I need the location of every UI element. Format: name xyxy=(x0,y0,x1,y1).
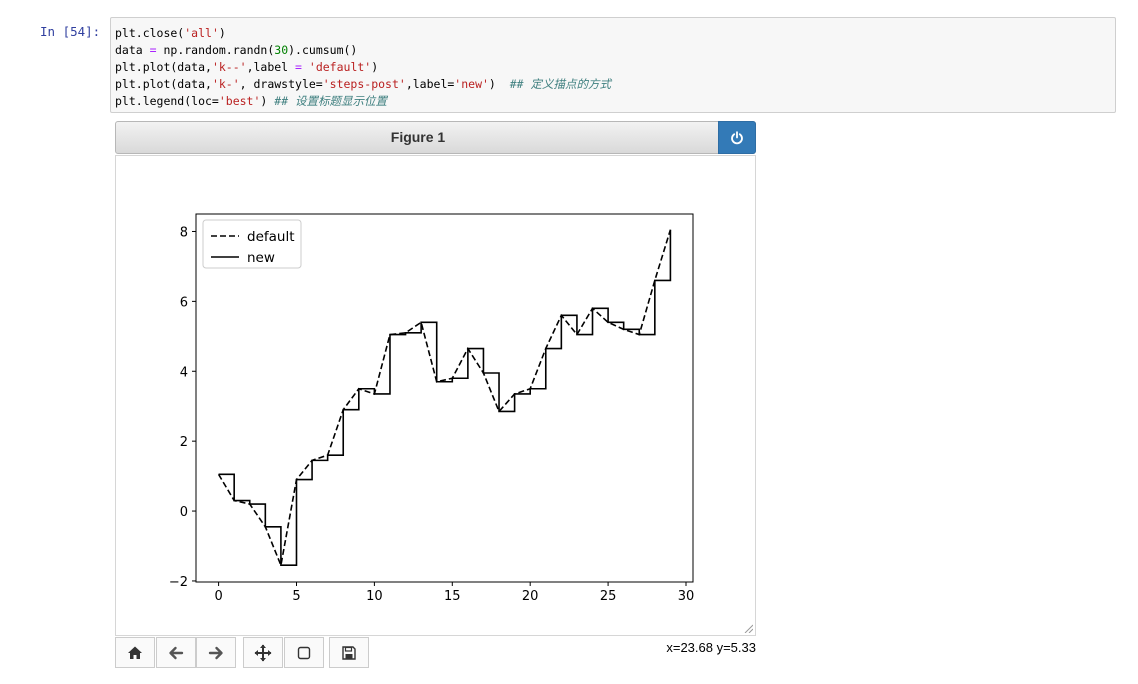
y-tick-label: 2 xyxy=(180,435,188,450)
code-token: 'steps-post' xyxy=(322,77,406,91)
code-token: ) xyxy=(371,60,379,74)
axes-frame xyxy=(195,213,694,583)
code-token: 30 xyxy=(274,43,289,57)
save-button[interactable] xyxy=(329,637,369,668)
x-tick-label: 10 xyxy=(366,589,383,604)
y-tick-label: 6 xyxy=(180,295,188,310)
arrow-left-icon xyxy=(169,646,184,659)
code-token: ,label xyxy=(246,60,296,74)
close-figure-button[interactable] xyxy=(718,121,756,154)
line-chart: 0 5 10 15 20 25 30 −2 0 2 4 6 8 default new xyxy=(169,213,695,604)
series-line-default xyxy=(217,229,672,569)
y-tick-label: 4 xyxy=(180,365,188,380)
code-token: plt.close( xyxy=(115,26,185,40)
forward-button[interactable] xyxy=(196,637,236,668)
code-line: plt.plot(data,'k-', drawstyle='steps-pos… xyxy=(115,77,611,91)
code-token: data xyxy=(115,43,150,57)
power-icon xyxy=(731,130,743,144)
legend-label-default: default xyxy=(247,229,295,245)
code-token: np.random.randn( xyxy=(156,43,275,57)
code-token: ## 定义描点的方式 xyxy=(509,77,611,91)
code-cell-input[interactable]: plt.close('all') data = np.random.randn(… xyxy=(110,17,1116,113)
code-token: ,label= xyxy=(405,77,455,91)
x-tick-label: 0 xyxy=(214,589,222,604)
code-token: 'all' xyxy=(184,26,219,40)
x-tick-label: 20 xyxy=(522,589,539,604)
move-icon xyxy=(254,644,272,661)
home-icon xyxy=(128,646,142,659)
cursor-coordinates: x=23.68 y=5.33 xyxy=(666,640,756,655)
code-token: , drawstyle= xyxy=(239,77,323,91)
resize-handle-icon[interactable] xyxy=(743,623,753,633)
home-button[interactable] xyxy=(115,637,155,668)
zoom-button[interactable] xyxy=(284,637,324,668)
code-token xyxy=(302,60,309,74)
code-editor[interactable]: plt.close('all') data = np.random.randn(… xyxy=(115,25,611,110)
arrow-right-icon xyxy=(208,646,223,659)
zoom-rect-icon xyxy=(297,646,311,659)
y-tick-label: 8 xyxy=(180,225,188,240)
code-line: plt.legend(loc='best') ## 设置标题显示位置 xyxy=(115,94,387,108)
code-token: ) xyxy=(218,26,226,40)
x-tick-label: 30 xyxy=(678,589,695,604)
code-token: 'default' xyxy=(308,60,372,74)
x-tick-label: 15 xyxy=(444,589,461,604)
code-token: plt.plot(data, xyxy=(115,60,212,74)
code-token: ).cumsum() xyxy=(288,43,358,57)
code-token: plt.legend(loc= xyxy=(115,94,219,108)
x-tick-label: 25 xyxy=(600,589,617,604)
code-token: = xyxy=(295,60,302,74)
figure-canvas[interactable]: 0 5 10 15 20 25 30 −2 0 2 4 6 8 default new xyxy=(115,155,756,636)
code-token: 'k--' xyxy=(211,60,247,74)
code-line: plt.plot(data,'k--',label = 'default') xyxy=(115,60,378,74)
code-token: 'best' xyxy=(218,94,261,108)
cell-prompt: In [54]: xyxy=(40,24,101,39)
code-token: = xyxy=(149,43,157,57)
figure-header: Figure 1 xyxy=(115,121,756,154)
figure-title: Figure 1 xyxy=(390,129,446,145)
code-token: ## 设置标题显示位置 xyxy=(274,94,388,108)
x-tick-label: 5 xyxy=(292,589,300,604)
back-button[interactable] xyxy=(156,637,196,668)
code-token: 'new' xyxy=(454,77,489,91)
code-token: ) xyxy=(260,94,275,108)
code-token: ) xyxy=(488,77,510,91)
code-line: data = np.random.randn(30).cumsum() xyxy=(115,43,357,57)
series-line-new xyxy=(218,229,672,567)
y-tick-label: 0 xyxy=(180,505,188,520)
legend-label-new: new xyxy=(247,250,275,266)
pan-button[interactable] xyxy=(243,637,283,668)
code-token: 'k-' xyxy=(211,77,240,91)
code-line: plt.close('all') xyxy=(115,26,226,40)
legend-box xyxy=(202,219,302,269)
save-icon xyxy=(342,645,356,660)
y-tick-label: −2 xyxy=(169,575,188,590)
code-token: plt.plot(data, xyxy=(115,77,212,91)
